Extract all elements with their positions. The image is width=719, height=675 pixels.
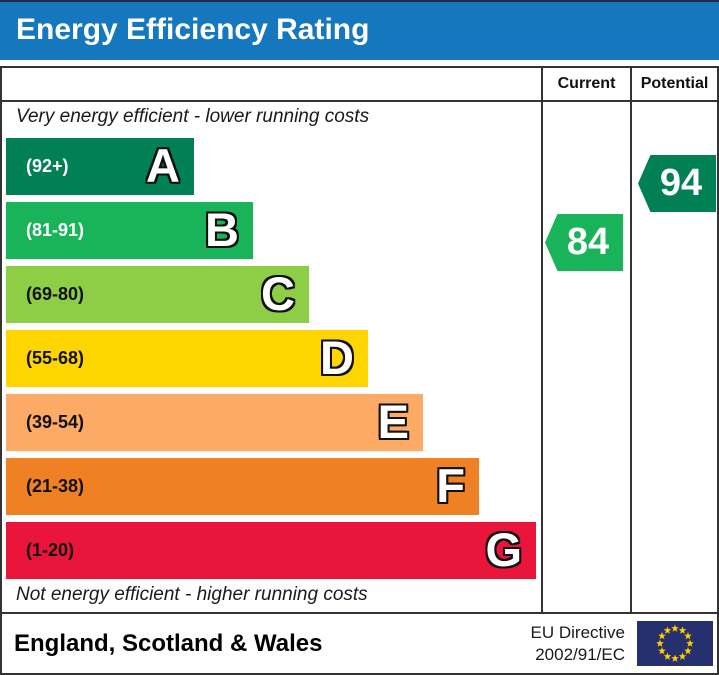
band-e-range: (39-54) — [26, 412, 85, 432]
top-note: Very energy efficient - lower running co… — [16, 106, 370, 127]
band-b: (81-91) B — [6, 202, 253, 259]
column-header-current: Current — [557, 75, 616, 92]
band-c-range: (69-80) — [26, 284, 85, 304]
band-d-letter: D — [320, 331, 354, 384]
band-b-range: (81-91) — [26, 220, 85, 240]
eu-directive-line1: EU Directive — [530, 623, 625, 642]
footer-row: England, Scotland & Wales EU Directive 2… — [2, 614, 717, 673]
bottom-note: Not energy efficient - higher running co… — [16, 584, 368, 605]
header-divider — [2, 100, 717, 102]
band-c: (69-80) C — [6, 266, 309, 323]
band-d: (55-68) D — [6, 330, 368, 387]
rating-bands: (92+) A (81-91) B (69-80) C (55-68) D (3… — [6, 138, 536, 586]
current-column-divider — [541, 68, 543, 612]
page-title: Energy Efficiency Rating — [0, 0, 719, 60]
band-f-letter: F — [436, 459, 465, 512]
band-g: (1-20) G — [6, 522, 536, 579]
eu-flag-icon — [637, 621, 713, 666]
rating-table: Current Potential Very energy efficient … — [0, 66, 719, 675]
band-c-letter: C — [261, 267, 295, 320]
band-g-range: (1-20) — [26, 540, 75, 560]
band-e: (39-54) E — [6, 394, 423, 451]
potential-column-divider — [630, 68, 632, 612]
band-b-letter: B — [205, 203, 239, 256]
band-g-letter: G — [485, 523, 522, 576]
band-a-range: (92+) — [26, 156, 69, 176]
column-header-potential: Potential — [640, 75, 709, 92]
region-label: England, Scotland & Wales — [14, 630, 323, 657]
band-e-letter: E — [377, 395, 409, 448]
eu-directive-label: EU Directive 2002/91/EC — [531, 622, 625, 666]
band-f: (21-38) F — [6, 458, 479, 515]
band-d-range: (55-68) — [26, 348, 85, 368]
band-f-range: (21-38) — [26, 476, 85, 496]
potential-rating-arrow: 94 — [638, 155, 716, 212]
current-rating-arrow: 84 — [545, 214, 623, 271]
band-a-letter: A — [146, 139, 180, 192]
footer-divider — [2, 612, 717, 614]
band-a: (92+) A — [6, 138, 194, 195]
eu-directive-line2: 2002/91/EC — [535, 645, 625, 664]
